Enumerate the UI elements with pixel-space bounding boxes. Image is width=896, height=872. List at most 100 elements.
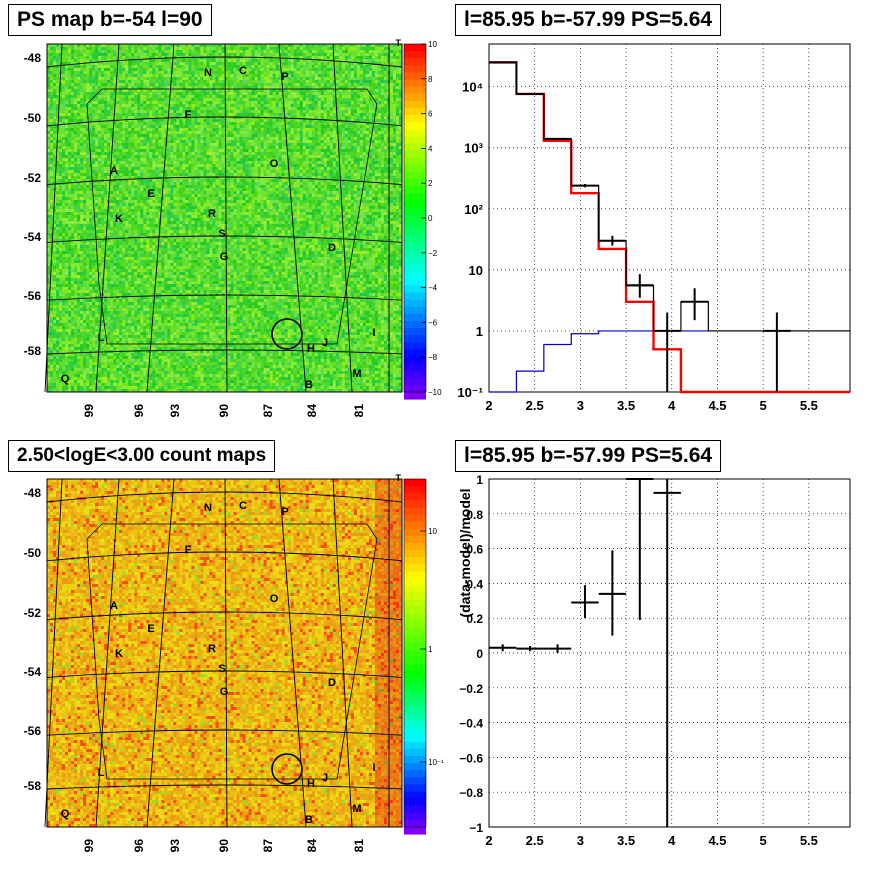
source-label-L: L [98, 332, 105, 344]
x-tick-label: 2 [485, 833, 492, 848]
x-tick-label: 2.5 [526, 398, 544, 413]
source-label-D: D [328, 242, 336, 254]
lat-tick-label: -50 [24, 546, 42, 560]
lon-tick-label: 84 [305, 404, 319, 418]
scale-tick-label: −10 [428, 388, 442, 397]
x-tick-label: 3 [577, 833, 584, 848]
source-label-C: C [239, 500, 247, 512]
source-label-I: I [372, 327, 375, 339]
lon-tick-label: 84 [305, 839, 319, 853]
x-tick-label: 5.5 [800, 833, 818, 848]
scale-tick-label: 8 [428, 75, 433, 84]
scale-tick-label: 0 [428, 214, 433, 223]
scale-tick-label: −2 [428, 249, 438, 258]
lat-tick-label: -48 [24, 51, 42, 65]
source-label-S: S [218, 228, 225, 240]
y-tick-label: −0.8 [459, 786, 483, 800]
x-tick-label: 5 [760, 833, 767, 848]
y-axis-label: (data-model)/model [457, 488, 473, 617]
lat-tick-label: -52 [24, 606, 42, 620]
source-label-R: R [208, 643, 216, 655]
lon-tick-label: 93 [168, 839, 182, 853]
y-tick-label: 10⁻¹ [457, 385, 483, 400]
x-tick-label: 4.5 [708, 398, 726, 413]
corner-marker-label: T [396, 473, 402, 483]
source-label-J: J [322, 772, 328, 784]
source-label-Q: Q [61, 808, 70, 820]
lat-tick-label: -54 [24, 665, 42, 679]
scale-tick-label: 4 [428, 144, 433, 153]
x-tick-label: 5.5 [800, 398, 818, 413]
x-tick-label: 3 [577, 398, 584, 413]
y-tick-label: 1 [476, 324, 483, 339]
source-label-N: N [204, 502, 212, 514]
lat-tick-label: -58 [24, 344, 42, 358]
scale-tick-label: 10 [428, 40, 437, 49]
source-label-N: N [204, 67, 212, 79]
scale-tick-label: −4 [428, 284, 438, 293]
source-label-C: C [239, 65, 247, 77]
x-tick-label: 4.5 [708, 833, 726, 848]
source-label-F: F [185, 109, 192, 121]
scale-tick-label: −6 [428, 318, 438, 327]
y-tick-label: 0 [476, 647, 483, 661]
lat-tick-label: -56 [24, 289, 42, 303]
lon-tick-label: 96 [132, 839, 146, 853]
x-tick-label: 4 [668, 833, 676, 848]
scale-tick-label: 6 [428, 110, 433, 119]
lat-tick-label: -52 [24, 171, 42, 185]
ps-map-panel [45, 44, 426, 400]
scale-tick-label: 10⁻¹ [428, 758, 444, 767]
lon-tick-label: 81 [352, 839, 366, 853]
source-label-A: A [110, 600, 118, 612]
residual-title: l=85.95 b=-57.99 PS=5.64 [455, 440, 721, 472]
scale-tick-label: 10 [428, 527, 437, 536]
source-label-I: I [372, 762, 375, 774]
source-label-G: G [220, 251, 229, 263]
source-label-A: A [110, 165, 118, 177]
source-label-E: E [147, 623, 154, 635]
y-tick-label: 10³ [464, 141, 483, 156]
x-tick-label: 2 [485, 398, 492, 413]
y-tick-label: −1 [469, 821, 483, 835]
y-tick-label: 10 [469, 263, 483, 278]
lon-tick-label: 99 [82, 839, 96, 853]
count-map-title: 2.50<logE<3.00 count maps [8, 440, 275, 472]
y-tick-label: −0.2 [459, 682, 483, 696]
x-tick-label: 5 [760, 398, 767, 413]
x-tick-label: 4 [668, 398, 676, 413]
source-label-L: L [98, 767, 105, 779]
count-map-panel [45, 479, 426, 835]
lon-tick-label: 81 [352, 404, 366, 418]
source-label-H: H [307, 778, 315, 790]
ps-map-title: PS map b=-54 l=90 [8, 4, 212, 36]
x-tick-label: 2.5 [526, 833, 544, 848]
lon-tick-label: 96 [132, 404, 146, 418]
lat-tick-label: -58 [24, 779, 42, 793]
scale-tick-label: 1 [428, 645, 433, 654]
source-label-G: G [220, 686, 229, 698]
lat-tick-label: -56 [24, 724, 42, 738]
data-point [544, 138, 571, 140]
source-label-K: K [115, 648, 123, 660]
lon-tick-label: 93 [168, 404, 182, 418]
lat-tick-label: -54 [24, 230, 42, 244]
lon-tick-label: 87 [261, 839, 275, 853]
source-label-K: K [115, 213, 123, 225]
source-label-F: F [185, 544, 192, 556]
y-tick-label: −0.4 [459, 717, 483, 731]
data-point [516, 94, 543, 95]
source-label-J: J [322, 337, 328, 349]
source-label-P: P [281, 506, 288, 518]
source-label-S: S [218, 663, 225, 675]
scale-tick-label: −8 [428, 353, 438, 362]
y-tick-label: 10⁴ [462, 80, 483, 95]
lon-tick-label: 99 [82, 404, 96, 418]
source-label-O: O [270, 158, 279, 170]
lat-tick-label: -50 [24, 111, 42, 125]
spectrum-title: l=85.95 b=-57.99 PS=5.64 [455, 4, 721, 36]
source-label-B: B [305, 379, 313, 391]
source-label-M: M [352, 368, 361, 380]
source-label-Q: Q [61, 373, 70, 385]
